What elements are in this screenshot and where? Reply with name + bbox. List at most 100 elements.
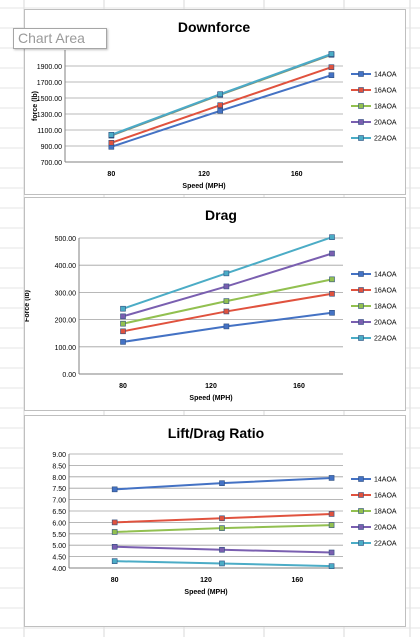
data-point-20AOA bbox=[223, 283, 230, 290]
legend-marker-20AOA bbox=[358, 319, 364, 325]
data-point-18AOA bbox=[223, 298, 230, 304]
y-tick-label: 7.50 bbox=[52, 486, 66, 493]
x-tick-label: 120 bbox=[198, 171, 210, 178]
legend-label: 22AOA bbox=[374, 336, 397, 343]
data-point-18AOA bbox=[328, 522, 335, 528]
legend-label: 20AOA bbox=[374, 525, 397, 532]
y-tick-label: 300.00 bbox=[55, 290, 77, 297]
data-point-14AOA bbox=[120, 339, 126, 345]
legend-marker-22AOA bbox=[358, 335, 364, 341]
data-point-22AOA bbox=[219, 560, 225, 567]
x-tick-label: 160 bbox=[293, 383, 305, 390]
data-point-16AOA bbox=[108, 140, 115, 146]
legend-marker-20AOA bbox=[358, 119, 364, 125]
data-point-14AOA bbox=[217, 108, 224, 114]
legend-label: 14AOA bbox=[374, 272, 397, 279]
legend-marker-18AOA bbox=[358, 508, 364, 514]
x-axis-label: Speed (MPH) bbox=[184, 589, 227, 596]
y-tick-label: 1500.00 bbox=[37, 96, 62, 103]
legend-label: 20AOA bbox=[374, 320, 397, 327]
data-point-16AOA bbox=[223, 308, 230, 315]
x-tick-label: 160 bbox=[291, 171, 303, 178]
y-tick-label: 6.00 bbox=[52, 520, 66, 527]
lift-drag-ratio-chart[interactable]: Lift/Drag Ratio 4.00 4.50 5.00 5.50 6.00 6.50 7… bbox=[24, 415, 406, 627]
y-tick-label: 100.00 bbox=[55, 345, 77, 352]
legend-marker-18AOA bbox=[358, 103, 364, 109]
chart-area-tooltip: Chart Area bbox=[13, 28, 107, 49]
x-tick-label: 80 bbox=[107, 171, 115, 178]
y-axis-label: force (lb) bbox=[32, 91, 39, 121]
legend-label: 18AOA bbox=[374, 104, 397, 111]
legend-marker-16AOA bbox=[358, 87, 364, 93]
data-point-20AOA bbox=[111, 543, 118, 550]
data-point-16AOA bbox=[328, 64, 335, 71]
legend-label: 20AOA bbox=[374, 120, 397, 127]
legend-marker-16AOA bbox=[358, 492, 364, 498]
legend-label: 14AOA bbox=[374, 477, 397, 484]
data-point-14AOA bbox=[328, 475, 335, 481]
y-tick-label: 5.50 bbox=[52, 532, 66, 539]
y-tick-label: 4.00 bbox=[52, 566, 66, 573]
data-point-22AOA bbox=[223, 270, 230, 277]
data-point-20AOA bbox=[329, 250, 335, 257]
data-point-22AOA bbox=[120, 305, 126, 312]
data-point-18AOA bbox=[111, 529, 118, 535]
data-point-18AOA bbox=[219, 525, 225, 531]
data-point-22AOA bbox=[329, 234, 335, 240]
y-tick-label: 1900.00 bbox=[37, 64, 62, 71]
legend-marker-20AOA bbox=[358, 524, 364, 530]
y-tick-label: 1300.00 bbox=[37, 112, 62, 119]
data-point-20AOA bbox=[120, 313, 126, 320]
legend-label: 18AOA bbox=[374, 304, 397, 311]
legend-label: 18AOA bbox=[374, 509, 397, 516]
downforce-chart-svg: Downforce 700.00 900.00 1100.00 1300.00 1500.… bbox=[32, 19, 397, 190]
legend-marker-14AOA bbox=[358, 71, 364, 77]
legend-marker-14AOA bbox=[358, 476, 364, 482]
y-tick-label: 900.00 bbox=[41, 144, 63, 151]
data-point-22AOA bbox=[217, 91, 224, 97]
data-point-18AOA bbox=[329, 276, 335, 283]
legend-marker-18AOA bbox=[358, 303, 364, 309]
y-tick-label: 6.50 bbox=[52, 509, 66, 516]
y-tick-label: 7.00 bbox=[52, 498, 66, 505]
legend-label: 16AOA bbox=[374, 88, 397, 95]
data-point-14AOA bbox=[329, 310, 335, 316]
y-tick-label: 4.50 bbox=[52, 555, 66, 562]
y-tick-label: 0.00 bbox=[62, 372, 76, 379]
chart-title: Downforce bbox=[178, 19, 251, 35]
data-point-16AOA bbox=[329, 290, 335, 297]
x-tick-label: 80 bbox=[111, 577, 119, 584]
x-tick-label: 160 bbox=[291, 577, 303, 584]
data-point-16AOA bbox=[120, 328, 126, 335]
data-point-14AOA bbox=[219, 480, 225, 486]
data-point-22AOA bbox=[108, 132, 115, 138]
chart-title: Drag bbox=[205, 207, 237, 223]
x-tick-label: 80 bbox=[119, 383, 127, 390]
data-point-16AOA bbox=[219, 515, 225, 522]
y-tick-label: 9.00 bbox=[52, 452, 66, 459]
drag-chart[interactable]: Drag 0.00 100.00 200.00 300.00 400.00 500.00 80… bbox=[24, 197, 406, 411]
legend-label: 16AOA bbox=[374, 493, 397, 500]
data-point-14AOA bbox=[328, 72, 335, 79]
data-point-14AOA bbox=[223, 323, 230, 330]
data-point-22AOA bbox=[111, 558, 118, 564]
y-axis-label: Force (lb) bbox=[25, 290, 31, 322]
y-tick-label: 8.00 bbox=[52, 475, 66, 482]
y-tick-label: 400.00 bbox=[55, 263, 77, 270]
legend-label: 16AOA bbox=[374, 288, 397, 295]
legend-label: 14AOA bbox=[374, 72, 397, 79]
legend-label: 22AOA bbox=[374, 541, 397, 548]
y-tick-label: 700.00 bbox=[41, 160, 63, 167]
chart-title: Lift/Drag Ratio bbox=[168, 425, 264, 441]
data-point-16AOA bbox=[111, 519, 118, 526]
data-point-20AOA bbox=[219, 546, 225, 553]
legend-marker-22AOA bbox=[358, 540, 364, 546]
data-point-16AOA bbox=[328, 511, 335, 517]
legend-marker-16AOA bbox=[358, 287, 364, 293]
data-point-22AOA bbox=[328, 563, 335, 569]
x-tick-label: 120 bbox=[200, 577, 212, 584]
x-axis-label: Speed (MPH) bbox=[189, 395, 232, 402]
y-tick-label: 8.50 bbox=[52, 463, 66, 470]
x-axis-label: Speed (MPH) bbox=[182, 183, 225, 190]
y-tick-label: 1100.00 bbox=[37, 128, 62, 135]
